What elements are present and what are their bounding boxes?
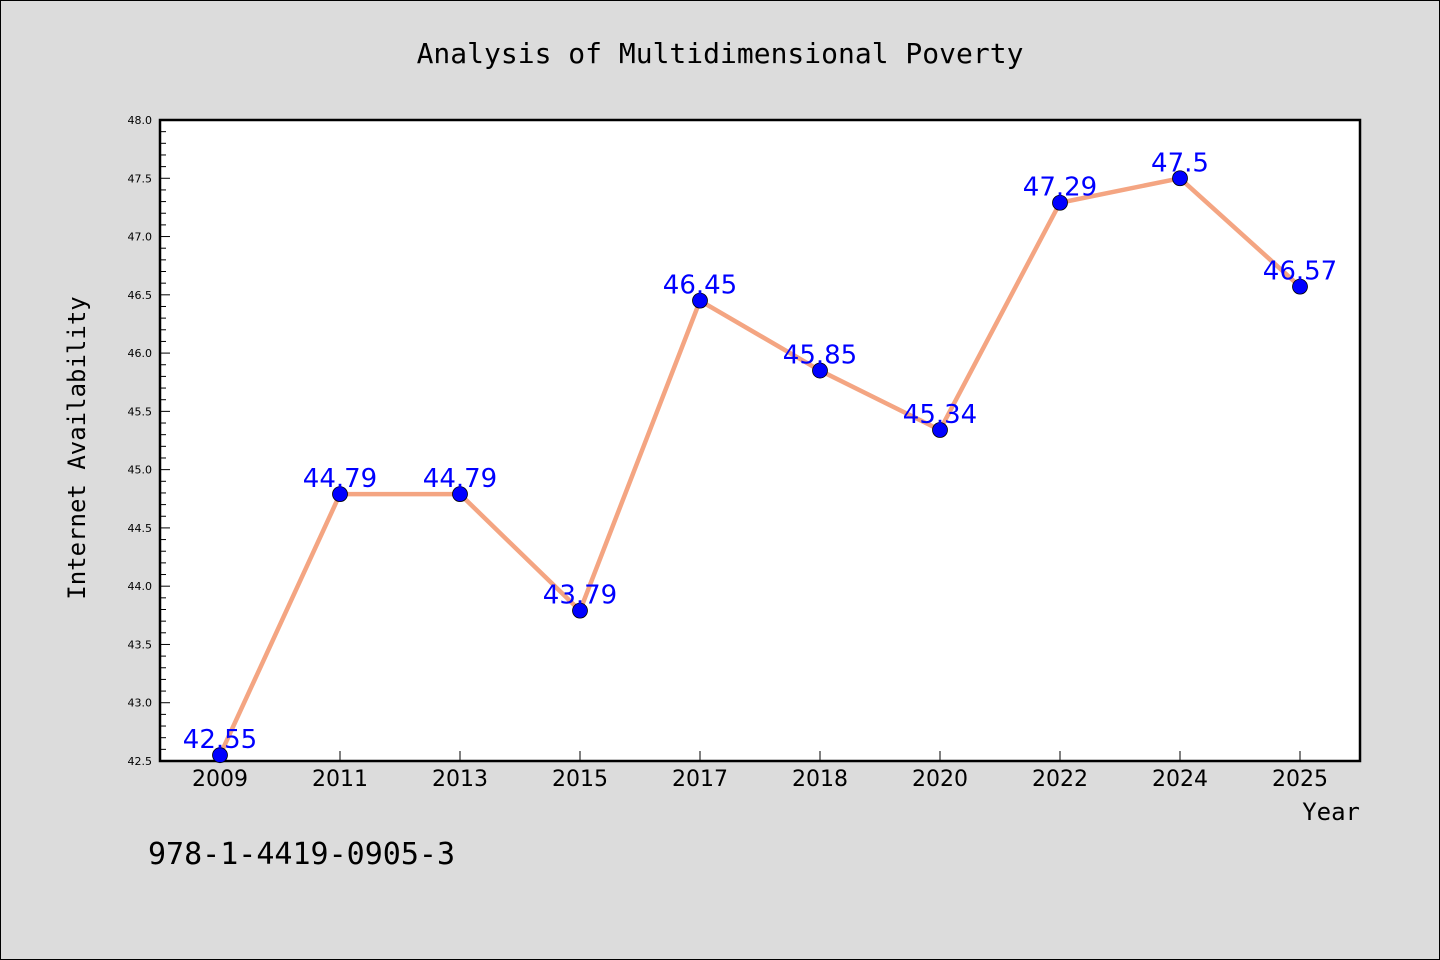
data-label: 43.79 xyxy=(543,581,617,611)
y-tick-label: 44.0 xyxy=(128,580,153,593)
y-axis: 42.5 43.0 43.5 44.0 44.5 45.0 45.5 46.0 46.5 47.0… xyxy=(128,114,170,768)
y-tick-label: 47.0 xyxy=(128,231,153,244)
data-label: 47.29 xyxy=(1023,173,1097,203)
y-tick-label: 46.0 xyxy=(128,347,153,360)
y-tick-label: 45.0 xyxy=(128,464,153,477)
x-tick-label: 2018 xyxy=(792,767,848,792)
data-label: 44.79 xyxy=(423,464,497,494)
data-point-marker xyxy=(572,602,588,619)
x-axis-label: Year xyxy=(1302,798,1360,826)
annotation-text: 978-1-4419-0905-3 xyxy=(148,837,455,872)
y-tick-label: 44.5 xyxy=(128,522,153,535)
markers-group xyxy=(212,170,1308,764)
y-tick-label: 48.0 xyxy=(128,114,153,127)
plot-area xyxy=(158,118,1362,763)
data-label: 45.85 xyxy=(783,341,857,371)
x-tick-label: 2011 xyxy=(312,767,368,792)
data-point-marker xyxy=(692,292,708,309)
x-tick-label: 2022 xyxy=(1032,767,1088,792)
y-tick-label: 42.5 xyxy=(128,755,153,768)
data-point-marker xyxy=(812,362,828,379)
data-point-marker xyxy=(1052,194,1068,211)
x-axis: 2009 2011 2013 2015 2017 2018 2020 2022 2024 2025 xyxy=(192,751,1328,792)
x-tick-label: 2024 xyxy=(1152,767,1208,792)
data-label: 47.5 xyxy=(1151,148,1209,178)
y-axis-label: Internet Availability xyxy=(63,296,91,599)
data-label: 44.79 xyxy=(303,464,377,494)
data-point-marker xyxy=(212,747,228,764)
data-point-marker xyxy=(1172,170,1188,187)
y-tick-label: 43.5 xyxy=(128,638,153,651)
data-point-marker xyxy=(1292,278,1308,295)
y-tick-label: 45.5 xyxy=(128,405,153,418)
data-point-marker xyxy=(332,486,348,503)
data-label: 46.45 xyxy=(663,271,737,301)
data-point-marker xyxy=(932,422,948,438)
x-tick-label: 2017 xyxy=(672,767,728,792)
series-line xyxy=(217,176,1302,757)
y-tick-label: 43.0 xyxy=(128,697,153,710)
x-tick-label: 2015 xyxy=(552,767,608,792)
series-line-group xyxy=(217,176,1302,757)
y-tick-label: 46.5 xyxy=(128,289,153,302)
chart-title: Analysis of Multidimensional Poverty xyxy=(417,37,1024,70)
data-label: 45.34 xyxy=(903,400,977,430)
x-tick-label: 2009 xyxy=(192,767,248,792)
x-tick-label: 2013 xyxy=(432,767,488,792)
data-label: 46.57 xyxy=(1263,257,1337,287)
x-tick-label: 2020 xyxy=(912,767,968,792)
data-labels-group: 42.55 44.79 44.79 43.79 46.45 45.85 45.34 47.29… xyxy=(183,148,1337,755)
data-point-marker xyxy=(452,486,468,503)
y-tick-label: 47.5 xyxy=(128,172,153,185)
data-label: 42.55 xyxy=(183,725,257,755)
x-tick-label: 2025 xyxy=(1272,767,1328,792)
